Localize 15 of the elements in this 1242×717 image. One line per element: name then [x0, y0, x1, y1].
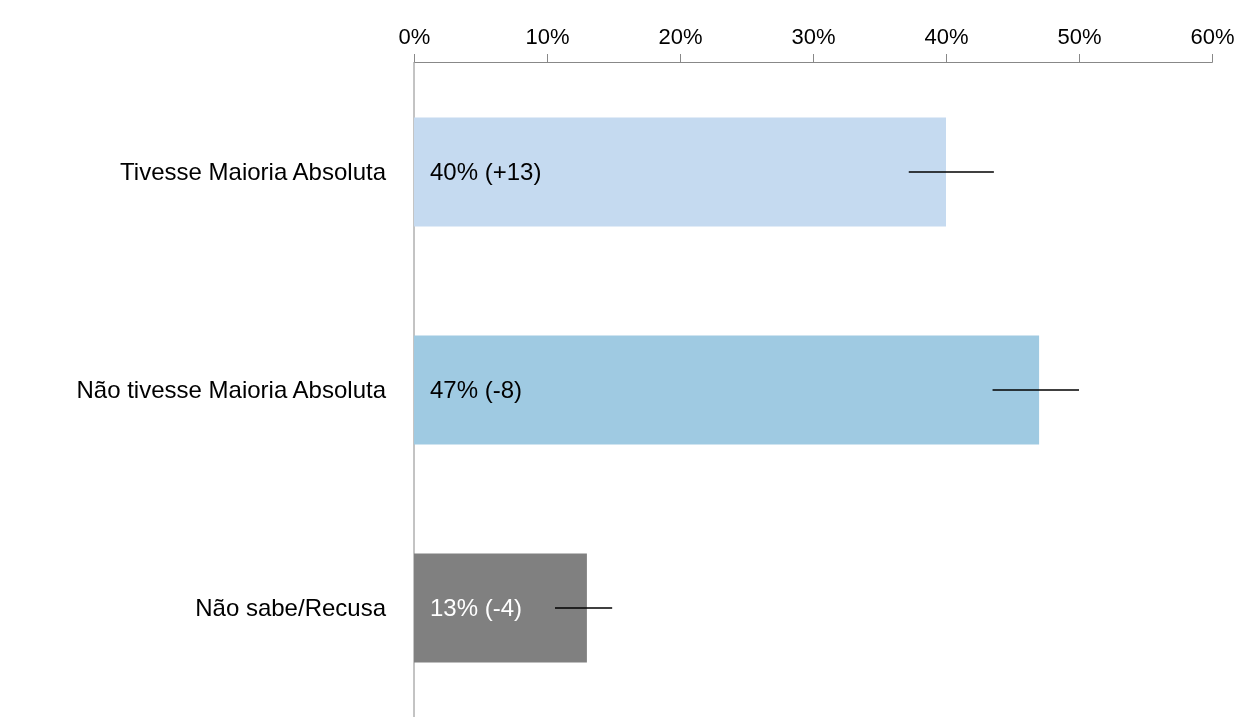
data-label: 40% (+13) — [430, 158, 542, 186]
bar — [414, 117, 946, 227]
bar — [414, 335, 1040, 445]
x-tick-label: 50% — [1057, 24, 1102, 50]
x-tick-label: 40% — [924, 24, 969, 50]
y-tick-label: Não sabe/Recusa — [195, 593, 387, 621]
x-tick-label: 0% — [398, 24, 431, 50]
x-tick-label: 20% — [658, 24, 703, 50]
y-tick-label: Tivesse Maioria Absoluta — [120, 157, 387, 185]
x-tick-label: 30% — [791, 24, 836, 50]
x-tick-label: 10% — [525, 24, 570, 50]
data-label: 13% (-4) — [430, 594, 523, 622]
y-tick-label: Não tivesse Maioria Absoluta — [76, 375, 387, 403]
data-label: 47% (-8) — [430, 376, 523, 404]
x-tick-label: 60% — [1190, 24, 1235, 50]
